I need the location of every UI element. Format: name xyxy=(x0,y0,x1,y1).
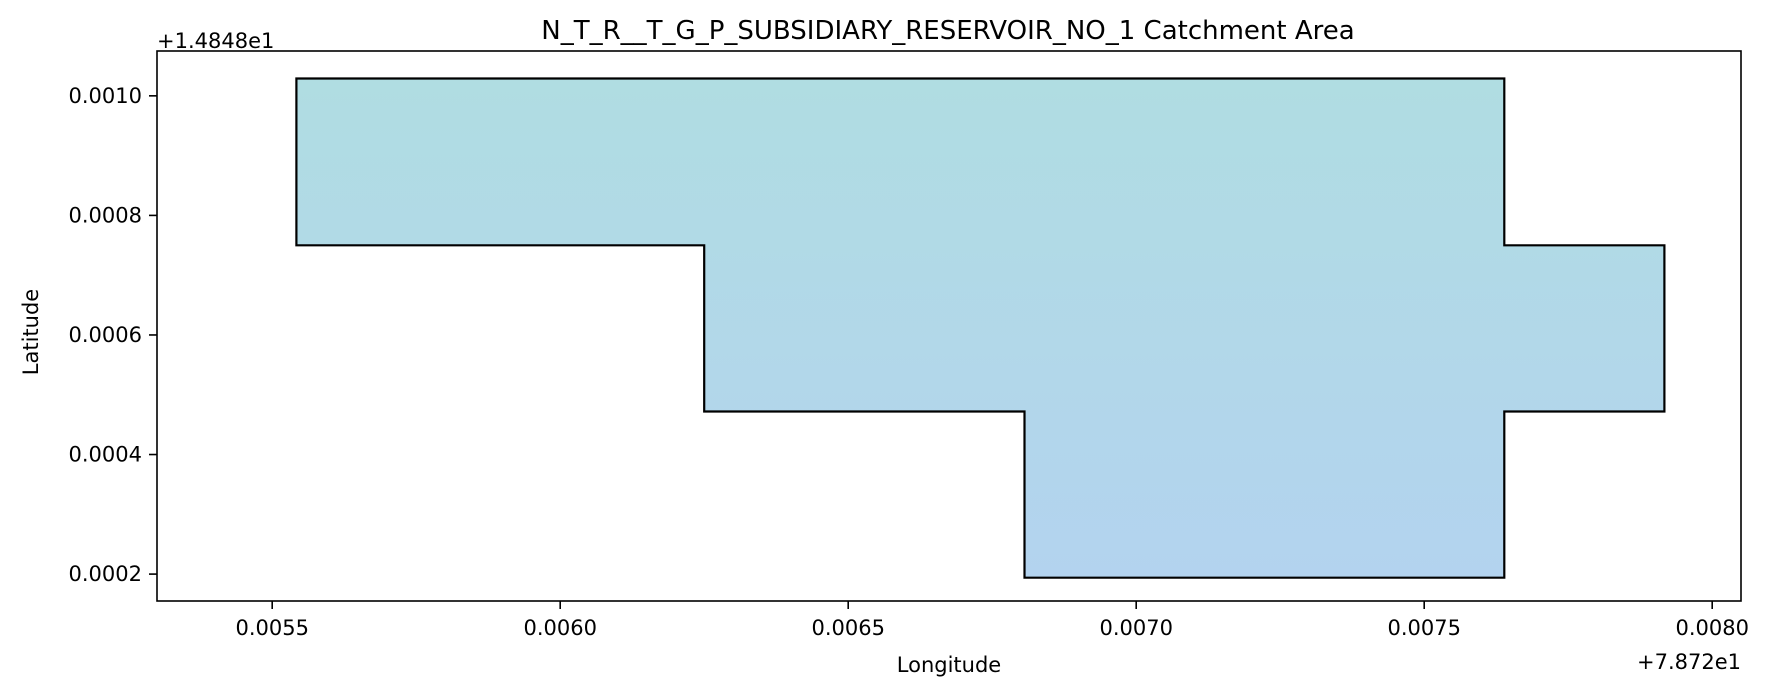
y-tick-label: 0.0008 xyxy=(69,203,142,227)
x-tick-label: 0.0080 xyxy=(1675,616,1748,640)
x-tick-label: 0.0065 xyxy=(811,616,884,640)
x-tick-label: 0.0060 xyxy=(523,616,596,640)
y-tick-label: 0.0004 xyxy=(69,443,142,467)
y-axis-label: Latitude xyxy=(19,289,43,375)
x-axis-ticks: 0.0055 0.0060 0.0065 0.0070 0.0075 0.0080 xyxy=(235,601,1749,640)
axes-frame xyxy=(156,50,1742,602)
plot-area xyxy=(156,50,1742,602)
y-tick-label: 0.0002 xyxy=(69,562,142,586)
x-tick-label: 0.0075 xyxy=(1387,616,1460,640)
x-offset-label: +7.872e1 xyxy=(1637,650,1741,674)
y-offset-label: +1.4848e1 xyxy=(157,29,274,53)
y-axis-ticks: 0.0002 0.0004 0.0006 0.0008 0.0010 xyxy=(69,84,157,586)
chart-title: N_T_R__T_G_P_SUBSIDIARY_RESERVOIR_NO_1 C… xyxy=(541,16,1354,46)
x-axis-label: Longitude xyxy=(897,653,1001,677)
y-tick-label: 0.0006 xyxy=(69,323,142,347)
y-tick-label: 0.0010 xyxy=(69,84,142,108)
x-tick-label: 0.0055 xyxy=(235,616,308,640)
x-tick-label: 0.0070 xyxy=(1099,616,1172,640)
catchment-polygon xyxy=(295,77,1666,579)
